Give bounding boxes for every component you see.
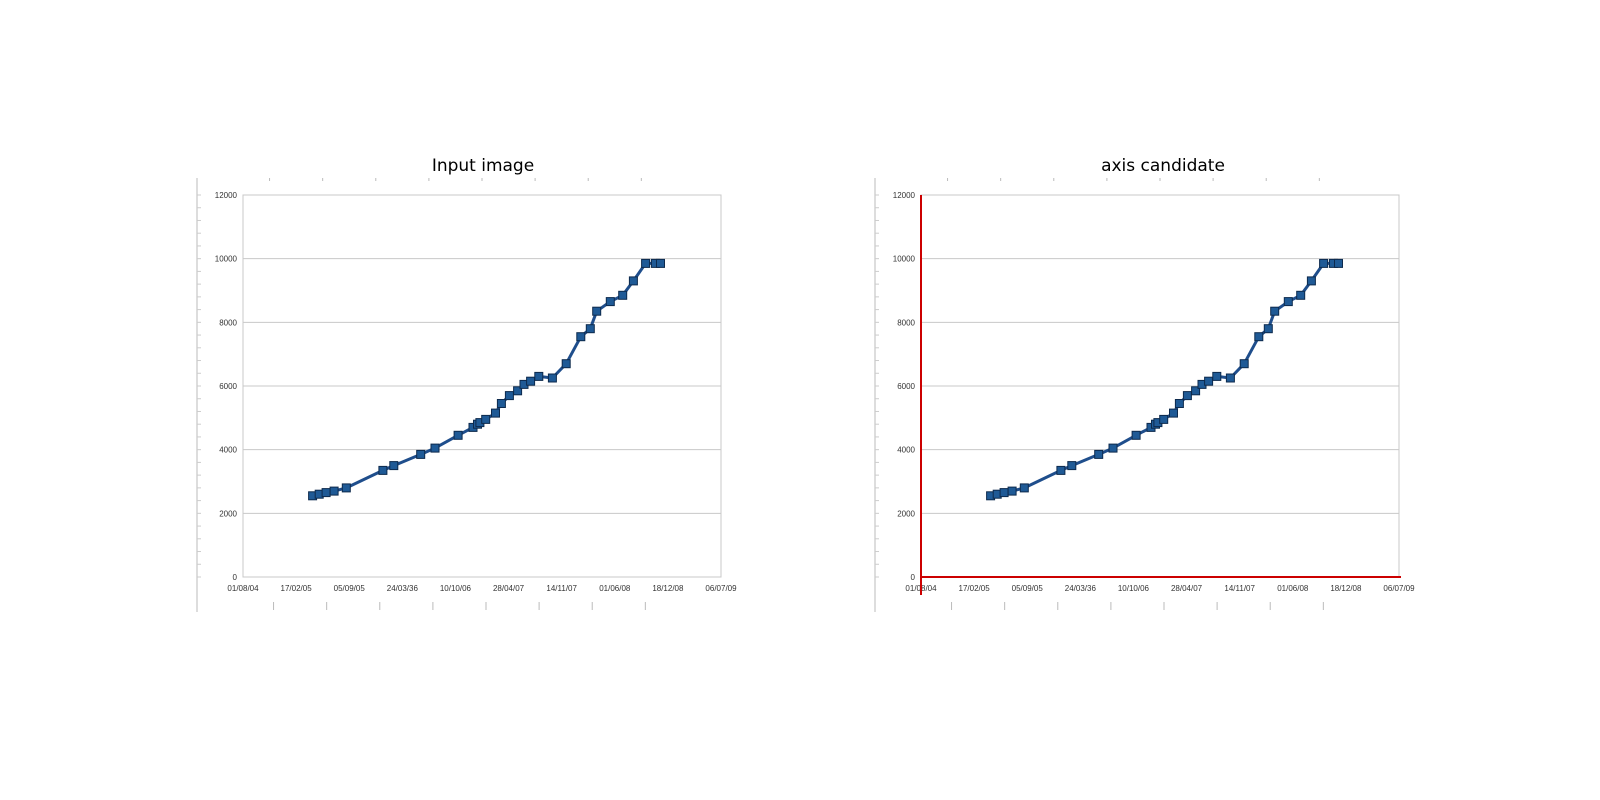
data-point-marker (576, 332, 586, 342)
x-tick-label: 17/02/05 (959, 584, 991, 593)
x-tick-label: 10/10/06 (1118, 584, 1150, 593)
data-point-marker (321, 488, 331, 498)
y-tick-label: 8000 (897, 318, 915, 327)
x-tick-label: 05/09/05 (334, 584, 366, 593)
x-tick-label: 24/03/36 (1065, 584, 1097, 593)
data-point-marker (999, 488, 1009, 498)
data-point-marker (1056, 465, 1066, 475)
data-point-marker (1191, 386, 1201, 396)
y-tick-label: 8000 (219, 318, 237, 327)
data-point-marker (1108, 443, 1118, 453)
data-point-marker (1225, 373, 1235, 383)
data-point-marker (1094, 449, 1104, 459)
data-point-marker (1159, 414, 1169, 424)
data-point-marker (481, 414, 491, 424)
y-tick-label: 6000 (219, 382, 237, 391)
line-chart-axis-candidate: 02000400060008000100001200001/08/0417/02… (874, 178, 1415, 612)
data-point-marker (1270, 306, 1280, 316)
data-point-marker (1263, 324, 1273, 334)
data-point-marker (341, 483, 351, 493)
data-point-marker (592, 306, 602, 316)
data-point-marker (585, 324, 595, 334)
data-point-marker (1174, 399, 1184, 408)
y-tick-label: 12000 (215, 191, 238, 200)
data-point-marker (504, 391, 514, 401)
y-tick-label: 12000 (893, 191, 916, 200)
x-tick-label: 18/12/08 (652, 584, 684, 593)
y-tick-label: 10000 (893, 255, 916, 264)
data-point-marker (1319, 258, 1329, 268)
data-point-marker (1169, 408, 1178, 418)
y-tick-label: 2000 (897, 509, 915, 518)
x-tick-label: 10/10/06 (440, 584, 472, 593)
data-point-marker (1254, 332, 1264, 342)
data-point-marker (1239, 359, 1249, 369)
chart-panel-input: Input image 0 2000 4000 6000 8000 10000 12000 0… (195, 150, 755, 630)
y-tick-label: 4000 (219, 446, 237, 455)
y-tick-label: 6000 (897, 382, 915, 391)
y-tick-label: 0 (911, 573, 916, 582)
data-point-marker (547, 373, 557, 383)
data-point-marker (1212, 371, 1222, 381)
x-tick-label: 28/04/07 (493, 584, 525, 593)
data-point-marker (491, 408, 500, 418)
data-point-marker (1296, 290, 1306, 300)
data-point-marker (1131, 430, 1141, 440)
y-tick-label: 10000 (215, 255, 238, 264)
data-point-marker (526, 376, 536, 386)
data-point-marker (1334, 258, 1343, 268)
line-chart-input: 0 2000 4000 6000 8000 10000 12000 01/08/04 17/02… (196, 178, 737, 612)
data-point-marker (1007, 486, 1017, 496)
data-point-marker (453, 430, 463, 440)
data-point-marker (378, 465, 388, 475)
x-tick-label: 06/07/09 (1383, 584, 1415, 593)
data-point-marker (561, 359, 571, 369)
y-tick-label: 0 (233, 573, 238, 582)
chart-title: axis candidate (1101, 156, 1225, 176)
x-tick-label: 17/02/05 (281, 584, 313, 593)
x-tick-label: 28/04/07 (1171, 584, 1203, 593)
data-point-marker (656, 258, 665, 268)
y-tick-label: 4000 (897, 446, 915, 455)
x-tick-label: 06/07/09 (705, 584, 737, 593)
data-point-marker (534, 371, 544, 381)
chart-title: Input image (431, 156, 535, 176)
data-point-marker (1306, 276, 1316, 286)
x-tick-label: 01/06/08 (1277, 584, 1309, 593)
x-tick-label: 14/11/07 (1224, 584, 1255, 593)
data-point-marker (416, 449, 426, 459)
data-point-marker (1283, 297, 1293, 307)
data-point-marker (628, 276, 638, 286)
data-point-marker (1204, 376, 1214, 386)
data-point-marker (1067, 461, 1077, 471)
data-point-marker (618, 290, 628, 300)
data-point-marker (389, 461, 399, 471)
y-tick-label: 2000 (219, 509, 237, 518)
x-tick-label: 05/09/05 (1012, 584, 1044, 593)
data-point-marker (1182, 391, 1192, 401)
data-point-marker (641, 258, 651, 268)
data-point-marker (430, 443, 440, 453)
x-tick-label: 18/12/08 (1330, 584, 1362, 593)
data-point-marker (496, 399, 506, 408)
x-tick-label: 14/11/07 (546, 584, 577, 593)
data-point-marker (329, 486, 339, 496)
data-point-marker (1019, 483, 1029, 493)
chart-panel-axis-candidate: axis candidate 0 2000 4000 6000 8000 10000 120… (873, 150, 1433, 630)
data-point-marker (513, 386, 523, 396)
x-tick-label: 01/08/04 (227, 584, 259, 593)
x-tick-label: 24/03/36 (387, 584, 419, 593)
x-tick-label: 01/06/08 (599, 584, 631, 593)
data-point-marker (605, 297, 615, 307)
